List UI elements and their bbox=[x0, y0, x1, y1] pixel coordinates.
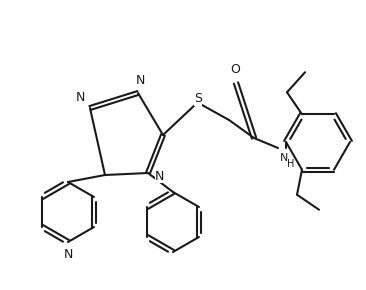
Text: N: N bbox=[76, 91, 85, 104]
Text: N: N bbox=[135, 74, 145, 87]
Text: O: O bbox=[230, 63, 240, 76]
Text: N: N bbox=[63, 248, 73, 261]
Text: N: N bbox=[280, 153, 288, 163]
Text: H: H bbox=[287, 159, 294, 169]
Text: S: S bbox=[194, 93, 202, 106]
Text: N: N bbox=[155, 169, 164, 182]
